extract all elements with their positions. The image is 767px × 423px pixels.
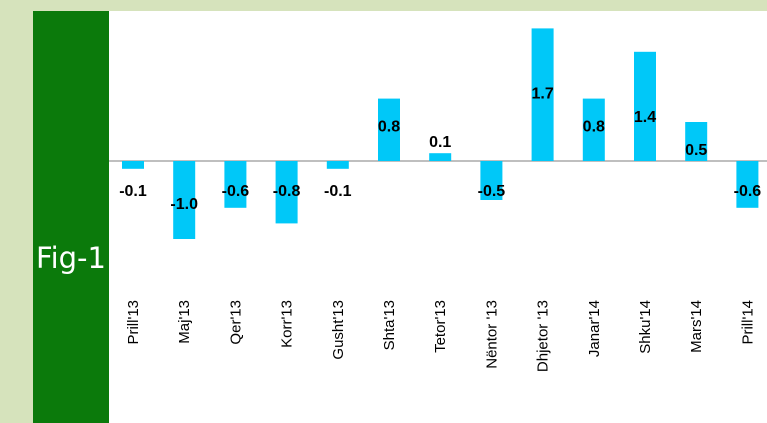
data-label: -0.6: [734, 183, 762, 200]
data-label: 0.5: [685, 142, 707, 159]
x-tick-label: Dhjetor '13: [535, 300, 552, 372]
x-tick-label: Mars'14: [688, 300, 705, 353]
x-tick-label: Prill'13: [125, 300, 142, 345]
bar: [429, 153, 452, 161]
bar: [736, 161, 759, 208]
bar: [480, 161, 503, 200]
bar: [582, 98, 605, 161]
bar: [634, 51, 656, 161]
data-label: 0.1: [429, 134, 451, 151]
bar: [275, 161, 298, 224]
data-label: -0.8: [273, 183, 301, 200]
figure-label: Fig-1: [36, 241, 106, 275]
x-tick-label: Shku'14: [637, 300, 654, 354]
x-tick-label: Prill'14: [739, 300, 756, 345]
x-tick-label: Maj'13: [176, 300, 193, 344]
x-tick-label: Janar'14: [586, 300, 603, 357]
bar: [531, 28, 554, 162]
data-label: -0.5: [478, 183, 506, 200]
bar: [378, 98, 400, 161]
bar: [685, 122, 708, 161]
data-label: 1.7: [531, 85, 553, 102]
bar: [326, 161, 349, 169]
x-tick-label: Qer'13: [227, 300, 244, 345]
data-label: -0.6: [222, 183, 250, 200]
data-label: -0.1: [324, 183, 352, 200]
data-label: 0.8: [378, 119, 400, 136]
bar-chart: -0.1 Prill'13 -1.0 Maj'13 -0.6 Qer'13 -0.8 Korr…: [109, 28, 767, 372]
data-label: -0.1: [119, 183, 147, 200]
x-tick-label: Tetor'13: [432, 300, 449, 353]
chart-area: -0.1 Prill'13 -1.0 Maj'13 -0.6 Qer'13 -0.8 Korr…: [109, 11, 767, 423]
data-label: 1.4: [634, 109, 656, 126]
bar: [224, 161, 247, 208]
x-tick-label: Korr'13: [279, 300, 296, 348]
data-label: -1.0: [170, 196, 198, 213]
data-label: 0.8: [583, 119, 605, 136]
x-tick-label: Nëntor '13: [483, 300, 500, 369]
bar: [173, 161, 196, 239]
x-tick-label: Shta'13: [381, 300, 398, 350]
x-tick-label: Gusht'13: [330, 300, 347, 360]
bar: [122, 161, 144, 169]
figure-label-panel: Fig-1: [33, 11, 109, 423]
